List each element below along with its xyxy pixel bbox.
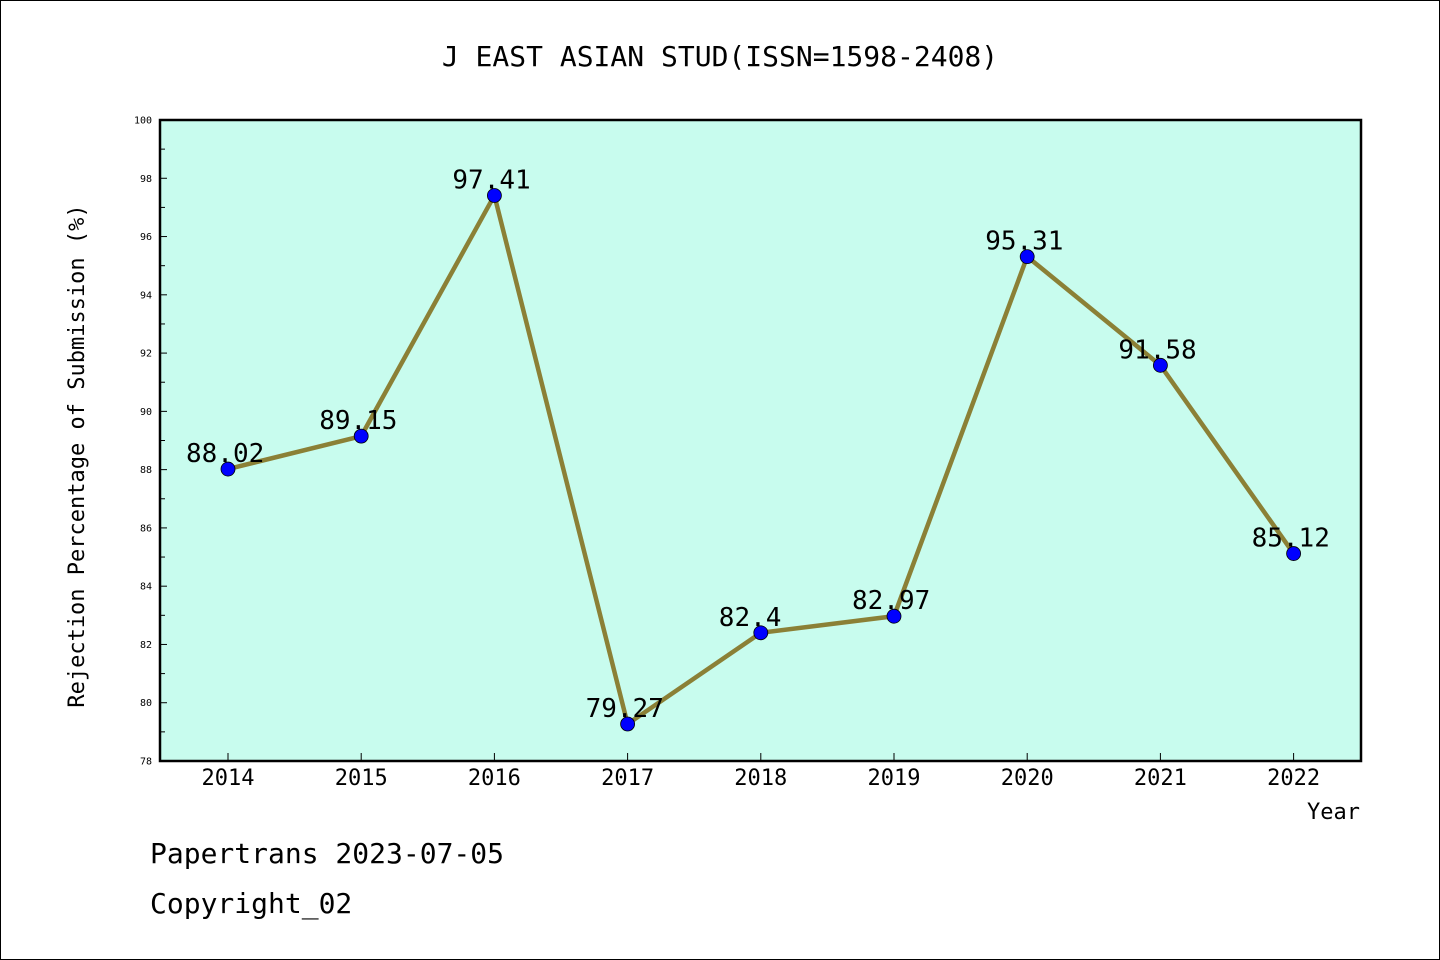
data-label: 82.4 xyxy=(719,603,782,633)
x-tick-label: 2018 xyxy=(734,766,787,791)
footer-copyright: Copyright_02 xyxy=(150,887,352,921)
data-point xyxy=(753,625,769,641)
data-point xyxy=(620,716,635,732)
x-tick-label: 2016 xyxy=(468,766,521,791)
data-label: 89.15 xyxy=(319,406,397,436)
data-label: 79.27 xyxy=(586,694,664,724)
y-tick-label: 96 xyxy=(140,232,152,243)
data-label: 95.31 xyxy=(985,227,1063,257)
data-point xyxy=(486,188,502,203)
x-tick-label: 2020 xyxy=(1001,766,1054,791)
x-tick-label: 2022 xyxy=(1267,766,1320,791)
x-tick-label: 2021 xyxy=(1134,766,1187,791)
data-label: 88.02 xyxy=(186,439,264,469)
y-tick-label: 98 xyxy=(140,174,152,185)
x-tick-label: 2015 xyxy=(335,766,388,791)
y-axis-label: Rejection Percentage of Submission (%) xyxy=(65,204,90,707)
y-tick-label: 100 xyxy=(134,116,152,127)
y-tick-label: 84 xyxy=(140,582,152,593)
y-tick-label: 88 xyxy=(140,465,152,476)
data-point xyxy=(353,428,369,444)
data-point xyxy=(1286,546,1301,561)
x-tick-label: 2014 xyxy=(202,766,255,791)
data-point xyxy=(886,608,902,624)
y-tick-label: 82 xyxy=(140,640,152,651)
data-label: 91.58 xyxy=(1118,335,1196,365)
data-point xyxy=(1153,357,1168,373)
axis-ticks: 78 80 82 84 86 88 90 92 94 96 98 100 2014 2015 2016 201… xyxy=(134,116,1320,792)
y-tick-label: 78 xyxy=(140,757,152,768)
data-labels: 88.02 89.15 97.41 79.27 82.4 82.97 95.31 91.58 8… xyxy=(186,165,1330,724)
y-tick-label: 86 xyxy=(140,523,152,534)
y-tick-label: 94 xyxy=(140,290,152,301)
x-tick-label: 2019 xyxy=(868,766,921,791)
chart-title: J EAST ASIAN STUD(ISSN=1598-2408) xyxy=(442,40,998,73)
footer-date: Papertrans 2023-07-05 xyxy=(150,837,504,870)
data-label: 82.97 xyxy=(852,586,930,616)
plot-border xyxy=(158,118,1363,763)
data-point xyxy=(1019,249,1035,265)
x-axis-label: Year xyxy=(1307,800,1360,825)
data-label: 97.41 xyxy=(452,165,530,195)
data-label: 85.12 xyxy=(1252,524,1330,554)
x-tick-label: 2017 xyxy=(601,766,654,791)
y-tick-label: 92 xyxy=(140,349,152,360)
y-tick-label: 90 xyxy=(140,407,152,418)
data-points xyxy=(220,188,1301,732)
y-tick-label: 80 xyxy=(140,698,152,709)
data-point xyxy=(220,461,236,477)
